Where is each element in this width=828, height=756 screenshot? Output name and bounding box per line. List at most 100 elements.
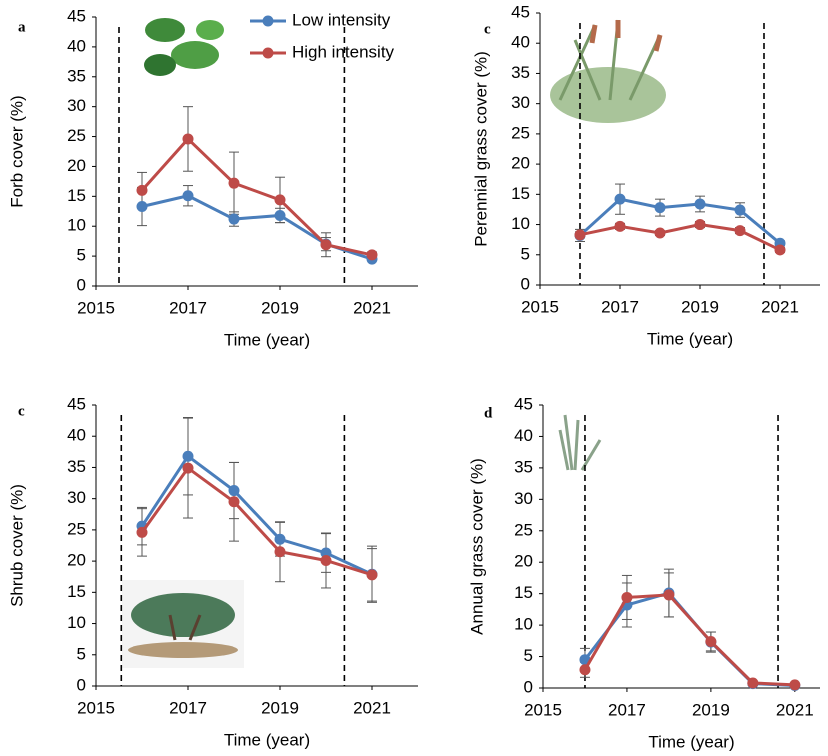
data-point xyxy=(615,221,626,232)
y-tick-label: 30 xyxy=(67,96,86,115)
data-point xyxy=(229,178,240,189)
y-axis-title: Forb cover (%) xyxy=(7,95,26,207)
y-tick-label: 5 xyxy=(521,244,530,263)
data-point xyxy=(705,636,716,647)
x-tick-label: 2021 xyxy=(776,700,814,719)
x-tick-label: 2021 xyxy=(353,698,391,717)
y-tick-label: 40 xyxy=(511,33,530,52)
x-tick-label: 2021 xyxy=(761,297,799,316)
legend-marker xyxy=(263,48,274,59)
data-point xyxy=(321,239,332,250)
y-tick-label: 15 xyxy=(511,184,530,203)
legend-label: High intensity xyxy=(292,42,395,61)
y-tick-label: 0 xyxy=(524,677,533,696)
data-point xyxy=(775,244,786,255)
x-tick-label: 2021 xyxy=(353,298,391,317)
x-tick-label: 2015 xyxy=(77,698,115,717)
y-tick-label: 25 xyxy=(511,123,530,142)
y-tick-label: 10 xyxy=(67,613,86,632)
y-tick-label: 30 xyxy=(511,93,530,112)
y-tick-label: 30 xyxy=(67,488,86,507)
panel-label: c xyxy=(484,21,491,37)
data-point xyxy=(735,225,746,236)
data-point xyxy=(183,451,194,462)
y-tick-label: 45 xyxy=(511,2,530,21)
series-line xyxy=(585,593,795,685)
data-point xyxy=(229,214,240,225)
legend-marker xyxy=(263,16,274,27)
y-tick-label: 40 xyxy=(67,36,86,55)
data-point xyxy=(575,229,586,240)
y-tick-label: 5 xyxy=(77,246,86,265)
annual-grass-illustration xyxy=(560,415,600,470)
x-tick-label: 2017 xyxy=(608,700,646,719)
y-tick-label: 35 xyxy=(67,457,86,476)
y-tick-label: 20 xyxy=(67,551,86,570)
figure: a0510152025303540452015201720192021Forb … xyxy=(0,0,828,756)
x-tick-label: 2017 xyxy=(169,298,207,317)
data-point xyxy=(695,199,706,210)
y-tick-label: 0 xyxy=(77,275,86,294)
y-tick-label: 35 xyxy=(514,457,533,476)
y-axis-title: Annual grass cover (%) xyxy=(467,458,486,635)
y-tick-label: 30 xyxy=(514,489,533,508)
data-point xyxy=(183,133,194,144)
data-point xyxy=(655,228,666,239)
y-tick-label: 45 xyxy=(67,6,86,25)
data-point xyxy=(137,201,148,212)
x-tick-label: 2015 xyxy=(524,700,562,719)
y-tick-label: 40 xyxy=(67,426,86,445)
series-line xyxy=(142,456,372,574)
series-line xyxy=(580,225,780,250)
data-point xyxy=(747,677,758,688)
data-point xyxy=(789,679,800,690)
y-tick-label: 45 xyxy=(67,394,86,413)
page: a0510152025303540452015201720192021Forb … xyxy=(0,0,828,756)
y-tick-label: 25 xyxy=(67,519,86,538)
data-point xyxy=(275,534,286,545)
y-tick-label: 20 xyxy=(67,156,86,175)
y-tick-label: 5 xyxy=(77,644,86,663)
series-line xyxy=(142,196,372,259)
x-tick-label: 2019 xyxy=(692,700,730,719)
data-point xyxy=(275,194,286,205)
x-tick-label: 2019 xyxy=(261,298,299,317)
y-axis-title: Shrub cover (%) xyxy=(7,484,26,607)
x-tick-label: 2017 xyxy=(601,297,639,316)
data-point xyxy=(695,219,706,230)
y-tick-label: 10 xyxy=(67,216,86,235)
y-tick-label: 40 xyxy=(514,426,533,445)
y-tick-label: 15 xyxy=(67,186,86,205)
x-tick-label: 2015 xyxy=(521,297,559,316)
data-point xyxy=(663,589,674,600)
y-axis-title: Perennial grass cover (%) xyxy=(471,51,490,247)
data-point xyxy=(621,592,632,603)
x-axis-title: Time (year) xyxy=(224,730,310,749)
y-tick-label: 20 xyxy=(514,552,533,571)
data-point xyxy=(579,664,590,675)
data-point xyxy=(229,496,240,507)
y-tick-label: 5 xyxy=(524,646,533,665)
y-tick-label: 10 xyxy=(514,615,533,634)
y-tick-label: 0 xyxy=(521,274,530,293)
y-tick-label: 25 xyxy=(514,520,533,539)
data-point xyxy=(137,527,148,538)
y-tick-label: 35 xyxy=(511,63,530,82)
forb-illustration xyxy=(144,18,224,76)
data-point xyxy=(275,546,286,557)
data-point xyxy=(137,185,148,196)
y-tick-label: 15 xyxy=(67,582,86,601)
panel-label: d xyxy=(484,405,493,421)
x-tick-label: 2019 xyxy=(681,297,719,316)
shrub-illustration xyxy=(122,580,244,668)
y-tick-label: 20 xyxy=(511,154,530,173)
panel-label: a xyxy=(18,19,26,35)
data-point xyxy=(615,194,626,205)
y-tick-label: 45 xyxy=(514,394,533,413)
data-point xyxy=(183,190,194,201)
series-line xyxy=(585,595,795,685)
legend-label: Low intensity xyxy=(292,10,391,29)
data-point xyxy=(275,210,286,221)
data-point xyxy=(367,249,378,260)
y-tick-label: 10 xyxy=(511,214,530,233)
